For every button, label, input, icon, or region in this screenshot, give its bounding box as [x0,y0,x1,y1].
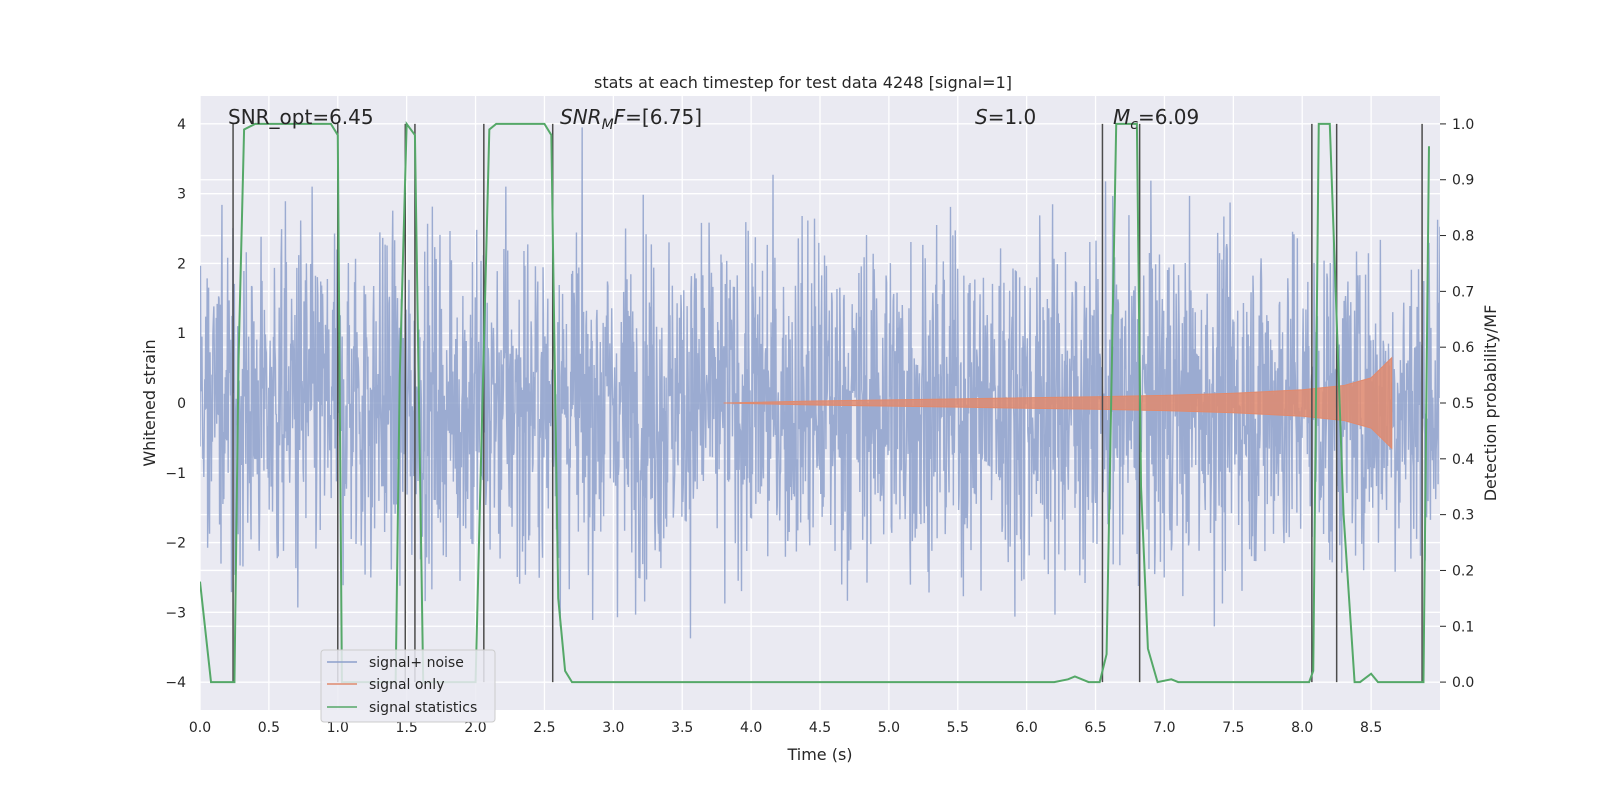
x-tick-label-14: 7.0 [1153,720,1175,736]
y-right-tick-label-10: 1.0 [1452,117,1474,133]
annotation-snr-mf-sub: M [602,117,614,133]
x-tick-label-17: 8.5 [1360,720,1382,736]
x-tick-label-9: 4.5 [809,720,831,736]
annotation-snr-opt: SNR_opt=6.45 [228,105,374,129]
x-tick-label-6: 3.0 [602,720,624,736]
y-right-tick-label-0: 0.0 [1452,675,1474,691]
annotation-snr-mf-prefix: SNR [560,105,602,129]
annotation-snr-mf-mid: F [614,105,626,129]
y-left-tick-label-3: −1 [165,466,186,482]
y-left-axis-ticks: −4 −3 −2 −1 0 1 2 3 4 [165,117,186,691]
y-left-tick-label-4: 0 [177,396,186,412]
x-tick-label-8: 4.0 [740,720,762,736]
annotation-s-value: =1.0 [988,105,1037,129]
y-left-tick-label-0: −4 [165,675,186,691]
y-right-tick-label-8: 0.8 [1452,229,1474,245]
annotation-mc-prefix: M [1113,105,1130,129]
y-right-tick-label-2: 0.2 [1452,563,1474,579]
x-tick-label-15: 7.5 [1222,720,1244,736]
annotation-s: S=1.0 [975,105,1036,129]
x-tick-label-5: 2.5 [533,720,555,736]
y-right-tick-label-6: 0.6 [1452,340,1474,356]
legend-entry-signal-statistics: signal statistics [369,700,477,716]
x-tick-label-1: 0.5 [258,720,280,736]
x-tick-label-11: 5.5 [947,720,969,736]
x-tick-label-10: 5.0 [878,720,900,736]
y-left-tick-label-8: 4 [177,117,186,133]
y-left-tick-label-1: −3 [165,605,186,621]
x-tick-label-3: 1.5 [396,720,418,736]
annotation-snr-mf-value: =[6.75] [625,105,702,129]
series-signal-only [723,356,1393,450]
y-right-tick-label-7: 0.7 [1452,284,1474,300]
x-axis-ticks: 0.0 0.5 1.0 1.5 2.0 2.5 3.0 3.5 4.0 4.5 5.0 5.5 6.0 6… [189,720,1382,736]
x-tick-label-7: 3.5 [671,720,693,736]
x-tick-label-16: 8.0 [1291,720,1313,736]
x-tick-label-2: 1.0 [327,720,349,736]
legend-box [320,649,496,723]
annotation-snr-mf: SNRMF=[6.75] [560,105,702,133]
annotation-mc: Mc=6.09 [1113,105,1199,133]
annotation-mc-sub: c [1130,117,1138,133]
y-right-tick-label-3: 0.3 [1452,508,1474,524]
chart-title: stats at each timestep for test data 424… [594,73,1012,92]
legend: signal+ noise signal only signal statist… [320,649,496,723]
signal-envelope [723,356,1393,450]
annotation-mc-value: =6.09 [1138,105,1199,129]
y-right-tick-label-1: 0.1 [1452,619,1474,635]
y-right-tick-label-4: 0.4 [1452,452,1474,468]
y-left-tick-label-7: 3 [177,187,186,203]
y-right-axis-label: Detection probability/MF [1481,305,1500,502]
y-left-tick-label-6: 2 [177,256,186,272]
x-axis-label: Time (s) [786,745,852,764]
x-tick-label-4: 2.0 [464,720,486,736]
y-left-axis-label: Whitened strain [140,339,159,466]
y-right-tick-label-9: 0.9 [1452,173,1474,189]
y-left-tick-label-5: 1 [177,326,186,342]
x-tick-label-0: 0.0 [189,720,211,736]
annotation-s-prefix: S [975,105,988,129]
y-left-tick-label-2: −2 [165,536,186,552]
y-right-tick-label-5: 0.5 [1452,396,1474,412]
x-tick-label-12: 6.0 [1016,720,1038,736]
vertical-markers [232,123,1423,683]
legend-entry-signal-noise: signal+ noise [369,655,464,671]
y-right-axis-ticks: 0.0 0.1 0.2 0.3 0.4 0.5 0.6 0.7 0.8 0.9 1.0 [1440,117,1474,691]
legend-entry-signal-only: signal only [369,677,444,693]
x-tick-label-13: 6.5 [1084,720,1106,736]
